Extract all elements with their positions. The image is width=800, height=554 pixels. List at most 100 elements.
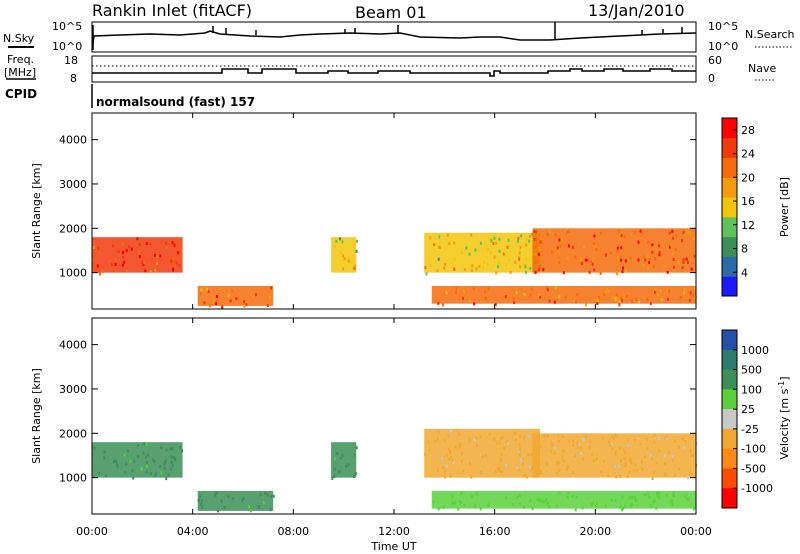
region-4-speck xyxy=(536,497,539,501)
region-5-speck xyxy=(658,244,661,248)
region-5-speck xyxy=(599,272,602,275)
region-5-speck xyxy=(683,445,686,449)
region-5-speck xyxy=(533,445,535,449)
region-5-speck xyxy=(609,444,612,448)
region-5-speck xyxy=(682,230,685,234)
region-5-speck xyxy=(641,467,644,471)
region-5-speck xyxy=(619,475,622,478)
region-0-speck xyxy=(136,237,139,241)
region-2-speck xyxy=(355,249,358,253)
region-3-speck xyxy=(509,270,512,274)
region-3-speck xyxy=(519,265,522,269)
region-5-speck xyxy=(576,446,579,449)
region-3-speck xyxy=(513,432,516,436)
region-3-speck xyxy=(527,435,530,439)
region-3-speck xyxy=(447,434,450,438)
region-3-speck xyxy=(498,469,501,473)
power-colorbar-swatch xyxy=(722,137,737,159)
region-3-speck xyxy=(484,454,487,458)
region-3-speck xyxy=(500,437,502,441)
region-0-speck xyxy=(166,245,168,249)
region-3-speck xyxy=(481,455,484,459)
region-4-speck xyxy=(604,504,607,508)
region-3-speck xyxy=(448,448,451,452)
freq-panel-frame xyxy=(91,55,697,83)
region-5-speck xyxy=(578,442,581,446)
region-5-speck xyxy=(567,244,570,248)
region-5-speck xyxy=(671,236,674,240)
region-4-speck xyxy=(646,298,649,302)
region-4-speck xyxy=(648,495,651,499)
region-1-speck xyxy=(266,493,269,497)
region-1-speck xyxy=(216,295,219,298)
region-0-speck xyxy=(153,460,156,464)
region-3-speck xyxy=(525,237,528,241)
region-5-speck xyxy=(637,258,640,262)
region-3-speck xyxy=(505,440,508,443)
region-5-speck xyxy=(546,435,549,439)
region-5-speck xyxy=(539,264,542,268)
region-4-speck xyxy=(670,499,673,503)
region-5-speck xyxy=(647,240,650,244)
region-0-speck xyxy=(160,446,163,450)
region-3-speck xyxy=(524,270,527,274)
region-3-speck xyxy=(507,238,510,242)
region-5-speck xyxy=(619,232,622,236)
region-5-speck xyxy=(534,253,537,257)
region-3-speck xyxy=(445,464,448,468)
y-tick-label: 1000 xyxy=(59,267,87,280)
region-5-speck xyxy=(632,469,635,472)
noise-tick-right-top: 10^5 xyxy=(708,20,738,33)
region-0-speck xyxy=(165,477,168,481)
region-1-speck xyxy=(264,491,267,495)
region-1-speck xyxy=(212,298,215,302)
region-3-speck xyxy=(448,457,451,461)
region-5 xyxy=(532,228,696,273)
region-4-speck xyxy=(460,491,463,495)
region-4-speck xyxy=(518,494,521,498)
region-3-speck xyxy=(476,444,478,448)
region-3-speck xyxy=(502,252,505,256)
region-4-speck xyxy=(665,493,668,497)
region-0-speck xyxy=(165,448,168,452)
region-4-speck xyxy=(539,295,542,299)
region-3-speck xyxy=(507,442,510,446)
region-3-speck xyxy=(519,447,522,451)
region-5-speck xyxy=(677,260,680,264)
region-0-speck xyxy=(178,264,181,268)
region-5-speck xyxy=(620,246,623,250)
region-3-speck xyxy=(468,438,471,442)
region-5-speck xyxy=(548,230,551,234)
region-5-speck xyxy=(566,256,569,260)
region-0-speck xyxy=(96,264,99,268)
region-5-speck xyxy=(608,440,610,444)
region-5-speck xyxy=(595,457,598,461)
region-3-speck xyxy=(444,475,446,479)
region-5-speck xyxy=(542,268,545,272)
region-4-speck xyxy=(684,495,687,499)
region-5-speck xyxy=(630,461,633,465)
region-5-speck xyxy=(555,472,558,476)
region-1-speck xyxy=(209,304,212,308)
region-5-speck xyxy=(558,469,561,472)
region-4-speck xyxy=(545,498,548,502)
region-5-speck xyxy=(545,463,548,467)
nave-tick-top: 60 xyxy=(708,54,722,67)
region-3-speck xyxy=(475,267,478,271)
region-0-speck xyxy=(92,259,95,262)
region-0-speck xyxy=(93,246,95,249)
region-5-speck xyxy=(658,253,661,257)
region-3-speck xyxy=(517,468,520,472)
region-5-speck xyxy=(674,473,677,477)
region-3-speck xyxy=(436,269,439,273)
region-1-speck xyxy=(227,494,230,498)
region-3 xyxy=(424,232,540,273)
velocity-x-ticks xyxy=(91,318,697,514)
region-5-speck xyxy=(595,248,598,252)
region-0-speck xyxy=(130,247,133,251)
region-5-speck xyxy=(561,455,564,459)
region-5-speck xyxy=(669,244,672,247)
region-1-speck xyxy=(243,304,246,308)
power-regions xyxy=(92,228,697,309)
region-4-speck xyxy=(635,498,638,502)
